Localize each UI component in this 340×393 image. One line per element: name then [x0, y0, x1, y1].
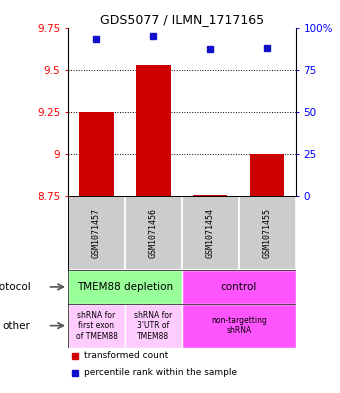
Text: GSM1071455: GSM1071455 — [263, 208, 272, 258]
Text: percentile rank within the sample: percentile rank within the sample — [84, 368, 237, 377]
Bar — [239, 196, 296, 270]
Bar — [182, 270, 296, 304]
Bar — [68, 304, 125, 347]
Bar — [182, 304, 296, 347]
Bar — [125, 304, 182, 347]
Text: shRNA for
3'UTR of
TMEM88: shRNA for 3'UTR of TMEM88 — [134, 311, 172, 340]
Text: GSM1071456: GSM1071456 — [149, 208, 158, 258]
Text: transformed count: transformed count — [84, 351, 168, 360]
Bar — [250, 154, 284, 196]
Bar — [193, 195, 227, 196]
Text: control: control — [221, 282, 257, 292]
Bar — [125, 196, 182, 270]
Text: TMEM88 depletion: TMEM88 depletion — [77, 282, 173, 292]
Text: GSM1071457: GSM1071457 — [92, 208, 101, 258]
Text: shRNA for
first exon
of TMEM88: shRNA for first exon of TMEM88 — [75, 311, 117, 340]
Text: other: other — [2, 321, 30, 331]
Text: GSM1071454: GSM1071454 — [206, 208, 215, 258]
Title: GDS5077 / ILMN_1717165: GDS5077 / ILMN_1717165 — [100, 13, 264, 26]
Bar — [68, 196, 125, 270]
Bar — [79, 112, 114, 196]
Bar — [136, 64, 170, 196]
Text: protocol: protocol — [0, 282, 30, 292]
Text: non-targetting
shRNA: non-targetting shRNA — [211, 316, 267, 335]
Bar — [68, 270, 182, 304]
Bar — [182, 196, 239, 270]
